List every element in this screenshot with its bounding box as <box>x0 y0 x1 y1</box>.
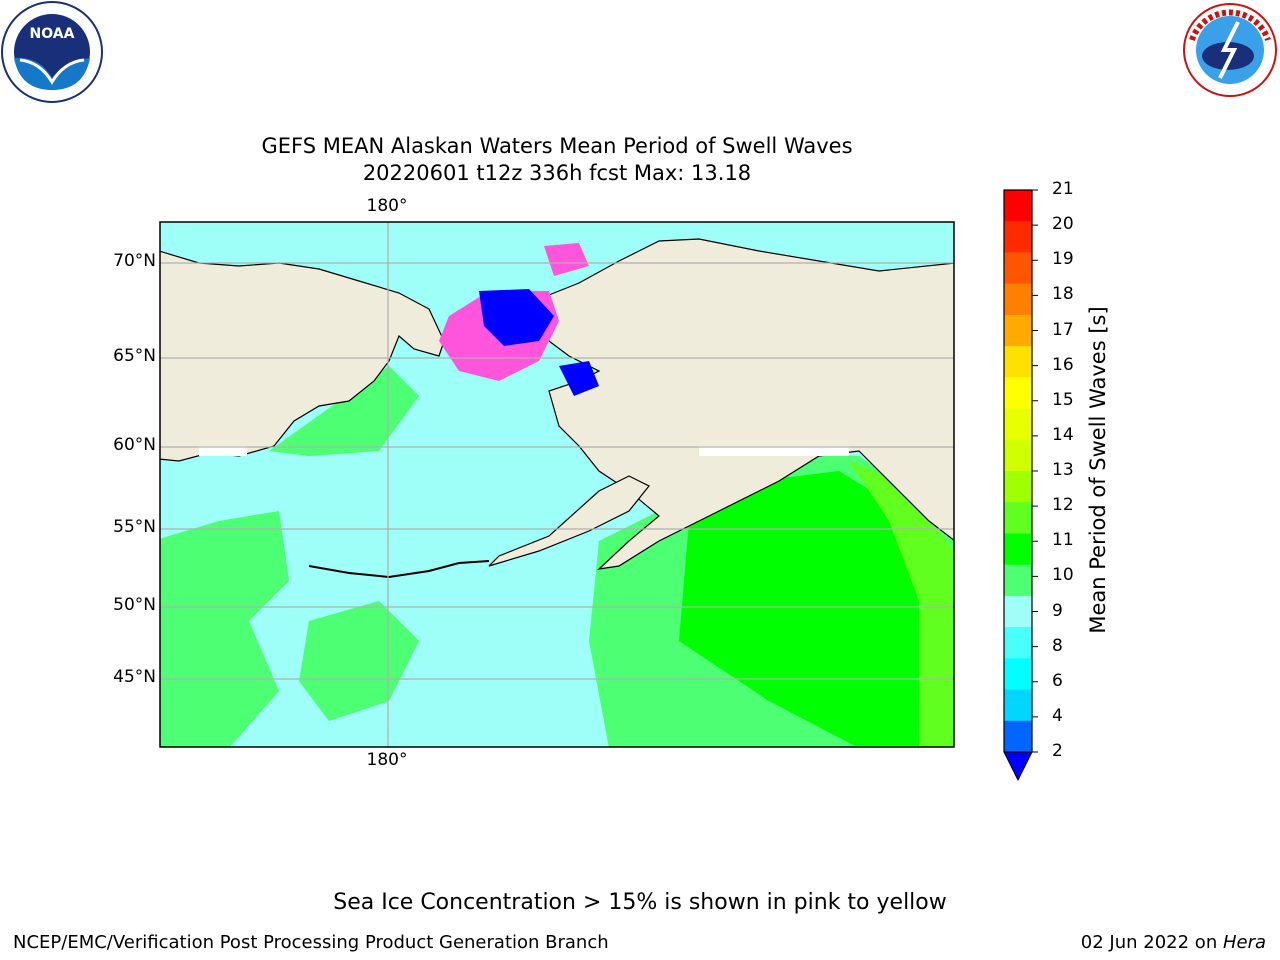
colorbar-tick-label: 10 <box>1052 565 1074 586</box>
colorbar-cell <box>1004 595 1032 628</box>
colorbar-tick-label: 16 <box>1052 354 1074 375</box>
colorbar-cell <box>1004 533 1032 566</box>
chart-title: GEFS MEAN Alaskan Waters Mean Period of … <box>261 134 853 158</box>
land-alaska-peninsula <box>488 475 650 567</box>
gridlines <box>160 222 954 747</box>
colorbar-cell <box>1004 377 1032 410</box>
colorbar-cell <box>1004 720 1032 753</box>
footer-date: 02 Jun 2022 on Hera <box>1081 932 1266 953</box>
noaa-logo: NOAA <box>1 1 103 103</box>
colorbar-tick-label: 8 <box>1052 635 1063 656</box>
colorbar <box>1003 189 1038 782</box>
colorbar-tick-label: 11 <box>1052 530 1074 551</box>
colorbar-tick-label: 13 <box>1052 460 1074 480</box>
swell-11-12s-coast <box>849 461 954 747</box>
colorbar-tick-label: 18 <box>1052 284 1074 305</box>
colorbar-tick-label: 2 <box>1052 741 1063 761</box>
footer-date-text: 02 Jun 2022 on <box>1080 932 1223 953</box>
lat-label-65: 65°N <box>113 346 156 366</box>
colorbar-tick-label: 20 <box>1052 214 1074 235</box>
sea-ice-note: Sea Ice Concentration > 15% is shown in … <box>333 890 947 915</box>
lat-label-70: 70°N <box>113 251 156 271</box>
lon-label-bottom: 180° <box>366 750 408 770</box>
map-frame <box>159 221 955 748</box>
nws-logo <box>1183 3 1277 97</box>
colorbar-tick-label: 19 <box>1052 249 1074 270</box>
colorbar-cell <box>1004 283 1032 316</box>
colorbar-cell <box>1004 221 1032 253</box>
footer-credit: NCEP/EMC/Verification Post Processing Pr… <box>13 932 609 953</box>
colorbar-tick-label: 4 <box>1052 705 1063 726</box>
lat-label-55: 55°N <box>113 517 156 537</box>
colorbar-tick-label: 14 <box>1052 424 1074 445</box>
lat-label-45: 45°N <box>113 667 156 687</box>
colorbar-extend-triangle <box>1003 751 1033 782</box>
swell-10-11s-gulf <box>679 471 954 747</box>
colorbar-tick-label: 17 <box>1052 319 1074 340</box>
noaa-logo-text: NOAA <box>30 26 75 42</box>
swell-9-10s-bering-north <box>269 366 419 456</box>
colorbar-cell <box>1004 471 1032 503</box>
swell-low-period-south <box>559 361 599 396</box>
colorbar-cell <box>1004 190 1032 222</box>
swell-low-period <box>479 289 554 346</box>
swell-9-10s-west <box>160 511 289 747</box>
colorbar-cell <box>1004 689 1032 722</box>
colorbar-cell <box>1004 408 1032 441</box>
colorbar-cell <box>1004 252 1032 285</box>
missing-band-east <box>699 446 849 456</box>
colorbar-cell <box>1004 314 1032 347</box>
footer-host: Hera <box>1222 932 1266 953</box>
swell-9-10s-central <box>299 601 419 721</box>
colorbar-tick-label: 6 <box>1052 670 1063 691</box>
colorbar-tick-label: 12 <box>1052 495 1074 516</box>
chart-subtitle: 20220601 t12z 336h fcst Max: 13.18 <box>362 161 752 185</box>
colorbar-cell <box>1004 439 1032 472</box>
ice-chukchi <box>544 243 589 276</box>
colorbar-tick-label: 9 <box>1052 600 1063 621</box>
colorbar-cell <box>1004 502 1032 534</box>
colorbar-tick-label: 15 <box>1052 389 1074 410</box>
colorbar-tick-label: 21 <box>1052 179 1074 199</box>
missing-band-west <box>199 446 247 456</box>
map-panel <box>159 221 955 748</box>
colorbar-cell <box>1004 564 1032 597</box>
colorbar-label: Mean Period of Swell Waves [s] <box>1086 306 1110 634</box>
colorbar-cell <box>1004 346 1032 378</box>
colorbar-cell <box>1004 658 1032 691</box>
lon-label-top: 180° <box>366 196 408 216</box>
aleutian-islands <box>308 560 490 579</box>
colorbar-cell <box>1004 627 1032 659</box>
lat-label-50: 50°N <box>113 595 156 615</box>
lat-label-60: 60°N <box>113 435 156 455</box>
